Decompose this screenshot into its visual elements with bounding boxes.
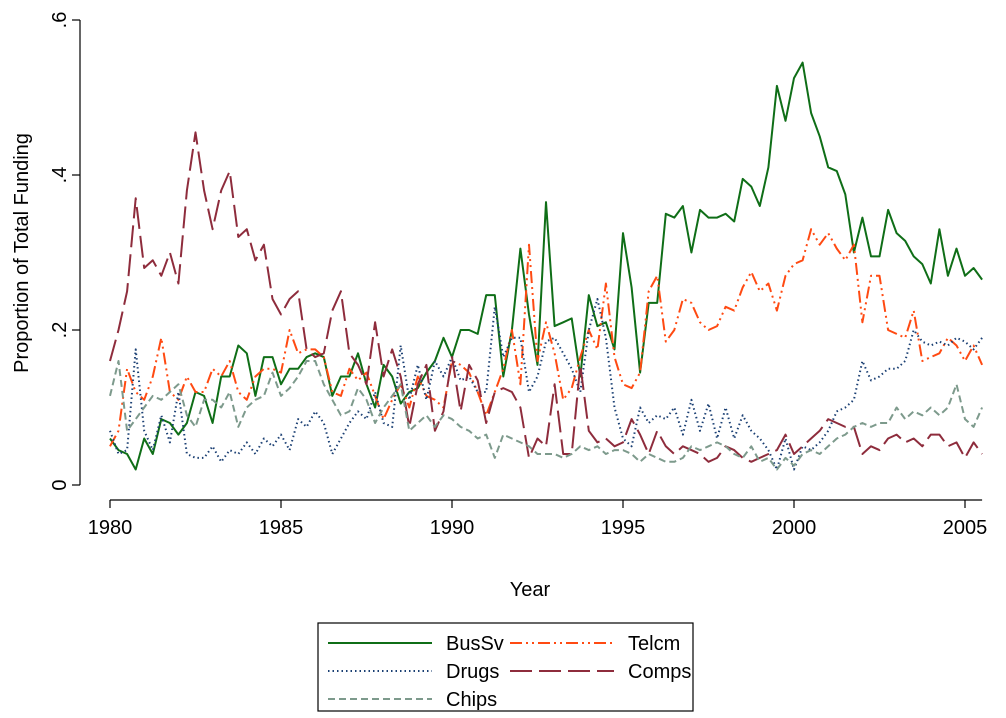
legend-label: Comps: [628, 661, 691, 683]
y-axis-label: Proportion of Total Funding: [11, 133, 33, 373]
x-tick-label: 2005: [943, 517, 988, 539]
legend-label: BusSv: [446, 633, 504, 655]
y-tick-label: 0: [49, 479, 71, 490]
series-line: [109, 298, 983, 471]
series-line: [109, 360, 984, 471]
x-tick-label: 1990: [430, 517, 475, 539]
legend-box: [317, 622, 694, 712]
y-tick-label: .6: [49, 12, 71, 29]
y-tick-label: .2: [49, 322, 71, 339]
x-tick-label: 1985: [259, 517, 304, 539]
legend-label: Chips: [446, 689, 497, 711]
y-tick-label: .4: [49, 167, 71, 184]
series-line: [109, 61, 983, 471]
x-tick-label: 1980: [88, 517, 133, 539]
legend-label: Telcm: [628, 633, 680, 655]
x-tick-label: 1995: [601, 517, 646, 539]
series-line: [109, 228, 984, 447]
x-axis-label: Year: [510, 579, 551, 601]
legend-label: Drugs: [446, 661, 499, 683]
series-line: [109, 131, 983, 463]
x-tick-label: 2000: [772, 517, 817, 539]
